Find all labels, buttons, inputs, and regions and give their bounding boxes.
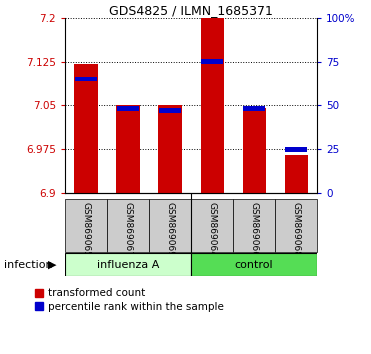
Text: infection: infection [4, 260, 52, 270]
Bar [158, 105, 181, 193]
FancyBboxPatch shape [191, 199, 233, 252]
Text: influenza A: influenza A [97, 259, 159, 270]
FancyBboxPatch shape [65, 199, 107, 252]
FancyBboxPatch shape [275, 199, 317, 252]
Text: GSM869065: GSM869065 [82, 201, 91, 257]
Bar [75, 76, 97, 81]
Text: ▶: ▶ [47, 260, 56, 270]
Title: GDS4825 / ILMN_1685371: GDS4825 / ILMN_1685371 [109, 4, 273, 17]
Text: control: control [235, 259, 273, 270]
Bar [243, 106, 265, 111]
Legend: transformed count, percentile rank within the sample: transformed count, percentile rank withi… [35, 289, 224, 312]
Bar [159, 108, 181, 113]
Bar [201, 59, 223, 64]
Bar [243, 108, 266, 193]
Text: GSM869067: GSM869067 [124, 201, 132, 257]
FancyBboxPatch shape [149, 199, 191, 252]
Text: GSM869068: GSM869068 [292, 201, 301, 257]
Bar [117, 106, 139, 111]
FancyBboxPatch shape [65, 253, 191, 276]
FancyBboxPatch shape [191, 253, 317, 276]
Text: GSM869064: GSM869064 [208, 201, 217, 256]
FancyBboxPatch shape [107, 199, 149, 252]
Text: GSM869066: GSM869066 [250, 201, 259, 257]
Bar [74, 64, 98, 193]
Bar [200, 18, 224, 193]
FancyBboxPatch shape [233, 199, 275, 252]
Bar [116, 105, 139, 193]
Bar [285, 155, 308, 193]
Text: GSM869069: GSM869069 [165, 201, 174, 257]
Bar [285, 147, 307, 152]
